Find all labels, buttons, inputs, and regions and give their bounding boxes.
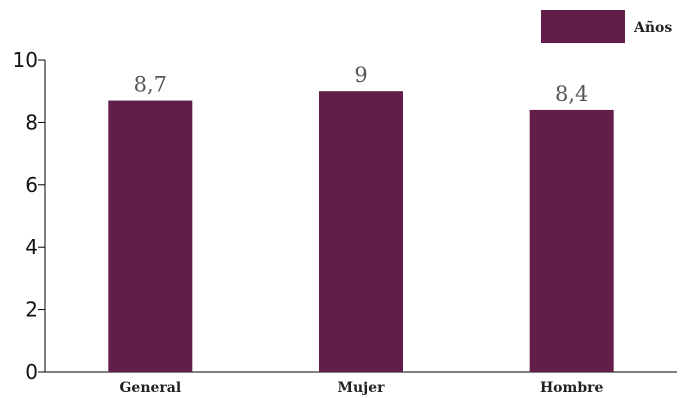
data-label-mujer: 9	[354, 63, 367, 87]
bars	[108, 91, 614, 373]
y-axis-ticks: 0 2 4 6 8 10	[13, 48, 45, 384]
x-tick-label-general: General	[119, 380, 181, 396]
y-tick-label-8: 8	[25, 110, 38, 134]
legend-swatch	[541, 10, 625, 43]
y-tick-label-0: 0	[25, 360, 38, 384]
bar-hombre	[529, 109, 614, 373]
x-tick-label-hombre: Hombre	[540, 380, 604, 396]
data-label-general: 8,7	[134, 73, 167, 97]
legend: Años	[541, 10, 672, 43]
bar-general	[108, 100, 193, 372]
x-tick-label-mujer: Mujer	[337, 380, 385, 396]
y-tick-label-6: 6	[25, 173, 38, 197]
y-tick-label-4: 4	[25, 235, 38, 259]
y-tick-label-2: 2	[25, 298, 38, 322]
data-labels: 8,7 9 8,4	[134, 63, 589, 106]
data-label-hombre: 8,4	[555, 82, 588, 106]
legend-label-anos: Años	[633, 19, 672, 36]
bar-mujer	[319, 91, 403, 372]
y-tick-label-10: 10	[13, 48, 38, 72]
x-axis-ticks: General Mujer Hombre	[119, 380, 603, 396]
